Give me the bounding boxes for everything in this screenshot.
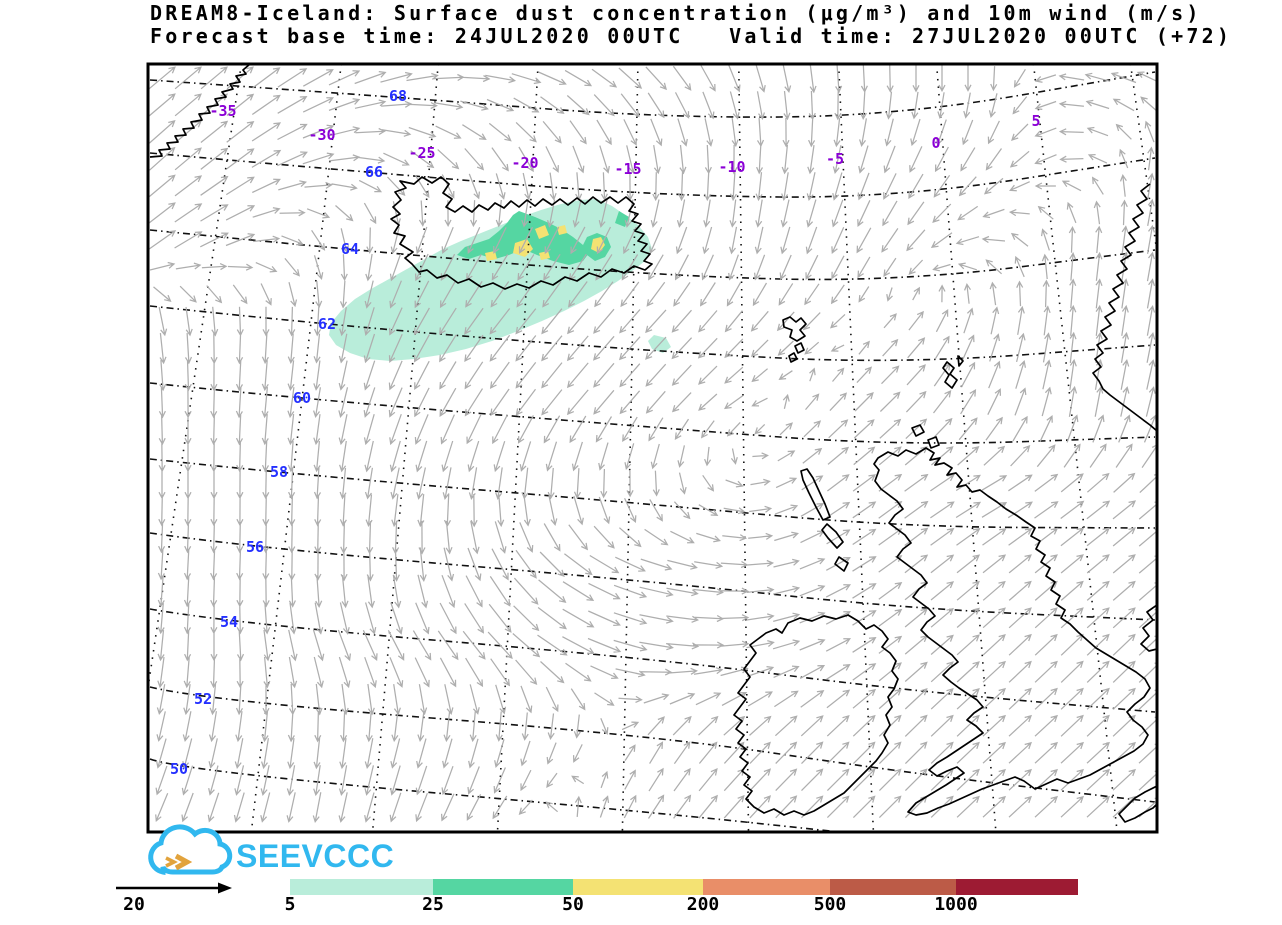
logo-arrow-icon	[174, 853, 193, 871]
latitude-label: 54	[219, 613, 239, 632]
meridian-line	[371, 64, 439, 832]
logo-arrow-icon-small	[165, 856, 178, 868]
legend-tick-label: 25	[422, 894, 444, 915]
coastline-faroe3	[788, 352, 798, 363]
longitude-label: -5	[825, 150, 845, 169]
longitude-label: -10	[718, 158, 746, 177]
meridian-line	[1032, 64, 1118, 832]
legend-color-segment	[830, 879, 956, 895]
latitude-label: 64	[340, 240, 360, 259]
dust-concentration-layer	[329, 199, 671, 361]
legend-tick-label: 200	[686, 894, 720, 915]
coastline-ireland	[733, 614, 899, 816]
legend-tick-label: 50	[562, 894, 584, 915]
coastline-orkney2	[927, 436, 940, 449]
wind-scale-arrowhead	[218, 882, 232, 894]
map-title: DREAM8-Iceland: Surface dust concentrati…	[150, 1, 1202, 25]
meridian-line	[1129, 64, 1157, 259]
dust-area-high	[539, 251, 550, 260]
parallel-line	[149, 532, 1156, 621]
parallel-line	[149, 608, 1156, 713]
longitude-label: -35	[209, 102, 237, 121]
latitude-label: 68	[388, 87, 408, 106]
latitude-label: 52	[193, 690, 213, 709]
latitude-label: 66	[364, 163, 384, 182]
dust-area-high	[557, 225, 567, 235]
legend-tick-label: 1000	[934, 894, 978, 915]
parallel-line	[149, 229, 1156, 281]
longitude-label: 0	[931, 134, 941, 153]
coastline-orkney	[911, 424, 925, 437]
coastline-hebrides2	[821, 523, 844, 549]
map-frame	[146, 62, 1159, 834]
longitude-label: -15	[614, 160, 642, 179]
map-subtitle: Forecast base time: 24JUL2020 00UTC Vali…	[150, 24, 1233, 48]
meridian-line	[935, 64, 997, 832]
parallel-line	[149, 758, 831, 832]
legend-layer	[116, 879, 1078, 895]
dust-area-mid	[457, 211, 589, 265]
coastline-continent_se	[1118, 785, 1157, 823]
parallel-line	[149, 71, 1156, 118]
latitude-label: 58	[269, 463, 289, 482]
dust-area-high	[535, 225, 549, 239]
latitude-label: 62	[317, 315, 337, 334]
meridian-line	[737, 64, 750, 832]
graticule-layer	[148, 64, 1157, 832]
coastline-shetland	[942, 361, 958, 389]
wind-scale-value: 20	[123, 894, 145, 915]
meridian-line	[621, 64, 639, 832]
meridian-line	[837, 64, 875, 832]
coastline-hebrides1	[800, 468, 831, 521]
dust-area-high	[591, 237, 605, 253]
parallel-line	[149, 686, 1156, 803]
legend-tick-label: 5	[284, 894, 296, 915]
coastline-norway	[1092, 183, 1157, 432]
parallel-line	[149, 458, 1156, 529]
longitude-label: -30	[308, 126, 336, 145]
coastline-layer	[149, 64, 1157, 823]
legend-tick-label: 500	[813, 894, 847, 915]
legend-color-segment	[956, 879, 1078, 895]
legend-color-segment	[703, 879, 830, 895]
meridian-line	[250, 64, 343, 832]
dust-area-high	[485, 251, 497, 261]
coastline-hebrides3	[834, 556, 849, 572]
longitude-label: 5	[1031, 112, 1041, 131]
coastline-faroe	[782, 316, 807, 342]
latitude-label: 56	[245, 538, 265, 557]
parallel-line	[149, 305, 1156, 362]
legend-color-segment	[573, 879, 703, 895]
coastline-faroe2	[794, 342, 805, 354]
coastline-greenland	[149, 64, 251, 158]
legend-color-segment	[290, 879, 433, 895]
legend-color-segment	[433, 879, 573, 895]
longitude-label: -20	[511, 154, 539, 173]
latitude-label: 60	[292, 389, 312, 408]
coastline-denmark	[1140, 604, 1157, 652]
parallel-line	[149, 382, 1156, 444]
coastline-great_britain	[873, 447, 1151, 816]
latitude-label: 50	[169, 760, 189, 779]
cloud-icon	[148, 824, 233, 876]
longitude-label: -25	[408, 144, 436, 163]
logo-text: SEEVCCC	[236, 838, 395, 874]
meridian-line	[496, 64, 539, 832]
parallel-line	[149, 152, 1156, 198]
seevccc-logo-icon	[148, 824, 233, 876]
coastline-iceland	[390, 176, 653, 290]
coastline-shetland2	[957, 355, 964, 367]
